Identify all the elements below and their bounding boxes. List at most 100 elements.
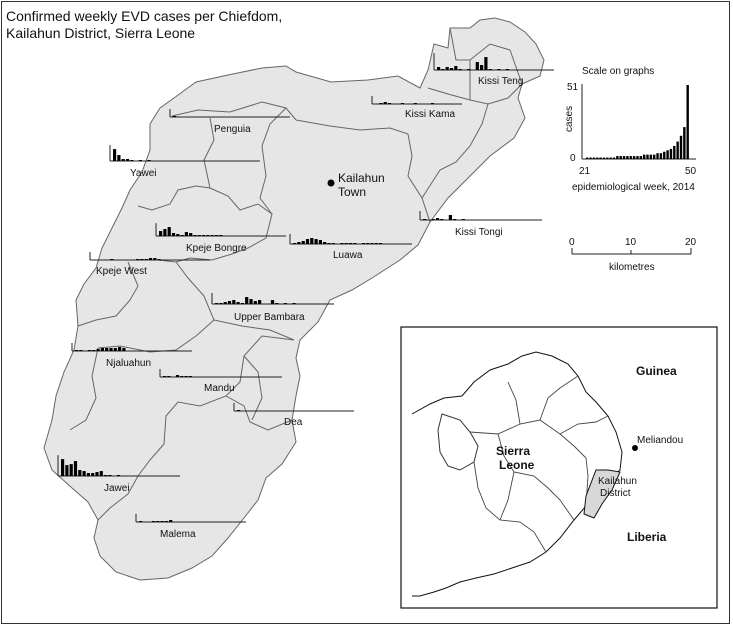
inset-liberia-label: Liberia	[627, 530, 667, 544]
scale-graph-bar	[656, 153, 659, 159]
scale-graph-bar	[646, 154, 649, 159]
chart-malema-bar	[164, 521, 168, 522]
scale-graph-bar	[592, 157, 596, 159]
chart-jawei-bar	[78, 470, 82, 476]
chart-kpeje-bongre-bar	[214, 235, 219, 236]
chart-kissi-kama-bar	[400, 103, 404, 104]
chart-kpeje-west-bar	[144, 259, 148, 260]
chart-kpeje-west-bar	[136, 259, 140, 260]
scale-graph-bar	[602, 157, 606, 159]
chart-kissi-teng-bar	[437, 67, 441, 70]
chart-jawei: Jawei	[57, 455, 180, 494]
chart-luawa-bar	[314, 239, 318, 244]
chart-upper-bambara-bar	[270, 300, 275, 304]
chart-luawa-bar	[348, 243, 353, 244]
scale-graph-xmin: 21	[579, 166, 591, 177]
chart-kpeje-west-bar	[140, 259, 144, 260]
scale-graph-bar	[636, 156, 639, 159]
scale-graph-bar	[653, 154, 656, 159]
chart-kpeje-west-bar	[148, 258, 153, 260]
chiefdom-boundaries	[69, 27, 523, 521]
scale-graph-bar	[639, 156, 642, 159]
chart-njaluahun-bar	[100, 348, 104, 351]
chart-luawa-bar	[353, 243, 357, 244]
inset-district-label-2: District	[600, 488, 631, 499]
chart-kpeje-bongre: Kpeje Bongre	[155, 223, 286, 254]
chart-kissi-teng-bar	[480, 65, 484, 70]
chart-malema-bar	[160, 521, 164, 522]
chart-kpeje-bongre-bar	[163, 229, 167, 236]
title-line-2: Kailahun District, Sierra Leone	[6, 25, 196, 41]
inset-leone-label: Leone	[499, 458, 535, 472]
chart-upper-bambara-bar	[292, 303, 296, 304]
chart-jawei-bar	[91, 473, 95, 476]
chart-kissi-tongi-bar	[431, 219, 435, 220]
chiefdom-label-upper-bambara: Upper Bambara	[234, 312, 305, 323]
chart-mandu-bar	[167, 376, 171, 377]
distance-tick-10: 10	[625, 237, 637, 248]
scale-graph-bar	[612, 157, 616, 159]
chart-mandu: Mandu	[159, 369, 282, 394]
chart-kissi-tongi-bar	[448, 215, 452, 220]
chart-kissi-kama: Kissi Kama	[371, 96, 462, 120]
scale-graph-bars	[586, 85, 689, 159]
chart-kissi-tongi-bar	[461, 219, 465, 220]
chiefdom-label-kpeje-bongre: Kpeje Bongre	[186, 243, 247, 254]
chart-kpeje-bongre-bar	[180, 235, 184, 236]
chiefdom-label-malema: Malema	[160, 529, 196, 540]
title-line-1: Confirmed weekly EVD cases per Chiefdom,	[6, 8, 283, 24]
inset-guinea-label: Guinea	[636, 364, 677, 378]
scale-graph-bar	[673, 145, 676, 159]
chart-kpeje-bongre-bar	[197, 235, 201, 236]
chart-yawei-bar	[147, 160, 151, 161]
chiefdom-label-njaluahun: Njaluahun	[106, 358, 151, 369]
distance-scale: 0 10 20 kilometres	[569, 237, 697, 273]
chart-malema-bar	[139, 521, 143, 522]
chart-kpeje-west-bar	[153, 258, 157, 260]
chart-kissi-teng-bar	[505, 69, 509, 70]
chiefdom-label-luawa: Luawa	[333, 250, 363, 261]
scale-graph-xlabel: epidemiological week, 2014	[572, 182, 695, 193]
chart-malema-bar	[151, 521, 156, 522]
chart-jawei-bar	[86, 473, 90, 476]
chart-mandu-bar	[175, 375, 180, 377]
inset-map: Sierra Leone Guinea Liberia Meliandou Ka…	[400, 326, 718, 609]
chart-luawa-bar	[318, 240, 322, 244]
chart-kissi-kama-bar	[387, 103, 392, 104]
chart-kissi-kama-bar	[430, 103, 435, 104]
chart-upper-bambara-bar	[215, 303, 219, 304]
chart-jawei-bar	[61, 459, 65, 476]
scale-graph-bar	[676, 141, 679, 159]
scale-graph-bar	[629, 156, 632, 159]
scale-graph-bar	[686, 85, 689, 159]
chart-penguia: Penguia	[169, 109, 290, 135]
chart-kissi-kama-bar	[379, 103, 383, 104]
chart-kpeje-west-bar	[157, 259, 161, 260]
chart-njaluahun-bar	[92, 350, 96, 351]
chart-luawa: Luawa	[289, 234, 412, 261]
chart-luawa-bar	[327, 243, 331, 244]
scale-graph-bar	[632, 156, 636, 159]
chart-malema: Malema	[135, 514, 246, 540]
kailahun-district-outline	[43, 17, 545, 581]
chart-njaluahun-bar	[122, 348, 126, 351]
chart-upper-bambara-bar	[236, 302, 240, 304]
scale-graph: Scale on graphs cases 51 0 21 50 epidemi…	[564, 66, 697, 193]
chart-kpeje-bongre-bar	[189, 233, 193, 236]
chart-dea-bar	[237, 410, 241, 411]
distance-tick-20: 20	[685, 237, 697, 248]
chart-upper-bambara-bar	[258, 300, 262, 304]
scale-graph-xmax: 50	[685, 166, 697, 177]
chart-luawa-bar	[297, 242, 301, 244]
chiefdom-label-penguia: Penguia	[214, 124, 251, 135]
scale-graph-bar	[622, 156, 626, 159]
scale-graph-bar	[666, 150, 669, 159]
chart-kpeje-bongre-bar	[202, 235, 206, 236]
chiefdom-label-jawei: Jawei	[104, 483, 130, 494]
chart-luawa-bar	[366, 243, 370, 244]
chart-yawei-bar	[125, 159, 130, 161]
scale-graph-bar	[609, 157, 612, 159]
chart-jawei-bar	[108, 475, 112, 476]
chiefdom-label-dea: Dea	[284, 417, 303, 428]
